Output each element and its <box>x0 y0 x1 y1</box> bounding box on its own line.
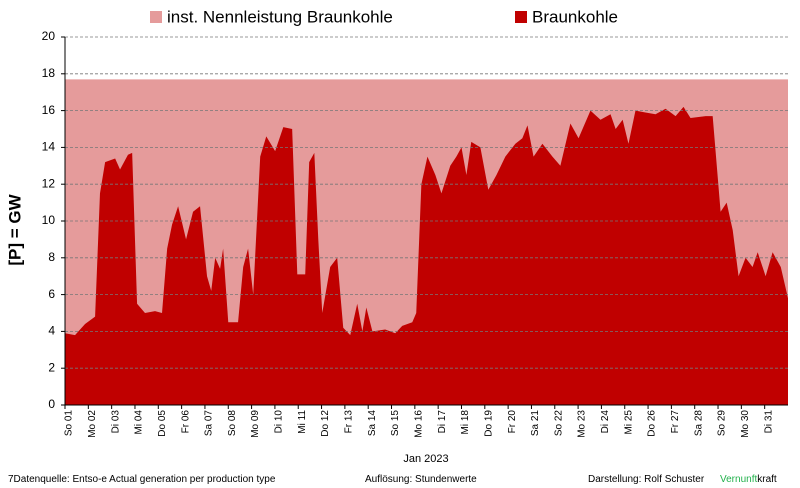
y-tick-label: 10 <box>42 213 56 227</box>
x-axis-title: Jan 2023 <box>403 453 448 465</box>
x-tick-label: Sa 21 <box>530 410 541 437</box>
x-tick-label: Fr 06 <box>180 410 191 434</box>
y-axis-title: [P] = GW <box>5 193 24 265</box>
y-tick-label: 0 <box>48 397 55 411</box>
x-tick-label: Mi 25 <box>623 410 634 435</box>
y-tick-label: 20 <box>42 29 56 43</box>
x-tick-label: Di 31 <box>763 410 774 434</box>
brand-green: Vernunft <box>720 474 757 485</box>
y-tick-label: 6 <box>48 287 55 301</box>
x-tick-label: Mi 11 <box>297 410 308 434</box>
x-tick-label: Fr 13 <box>344 410 355 434</box>
x-tick-label: So 22 <box>553 410 564 437</box>
x-tick-label: Do 26 <box>647 410 658 437</box>
legend-label: inst. Nennleistung Braunkohle <box>167 7 393 26</box>
y-tick-label: 14 <box>42 140 56 154</box>
x-tick-label: So 29 <box>717 410 728 437</box>
x-tick-label: Mo 09 <box>250 410 261 438</box>
footer-source: 7Datenquelle: Entso-e Actual generation … <box>8 474 276 485</box>
x-tick-label: Sa 28 <box>693 410 704 437</box>
y-tick-label: 4 <box>48 324 55 338</box>
x-tick-label: So 15 <box>390 410 401 437</box>
y-tick-label: 18 <box>42 66 56 80</box>
area <box>65 106 788 406</box>
x-tick-label: Sa 14 <box>367 410 378 437</box>
legend-label: Braunkohle <box>532 7 618 26</box>
x-tick-label: So 08 <box>227 410 238 437</box>
brand-black: kraft <box>757 474 777 485</box>
x-tick-label: Mi 04 <box>134 410 145 435</box>
y-tick-label: 12 <box>42 176 56 190</box>
x-tick-label: Di 17 <box>437 410 448 434</box>
x-tick-label: So 01 <box>64 410 75 437</box>
x-tick-label: Mo 02 <box>87 410 98 438</box>
x-tick-label: Mo 23 <box>577 410 588 438</box>
x-tick-label: Do 19 <box>483 410 494 437</box>
y-tick-label: 2 <box>48 360 55 374</box>
x-tick-label: Mi 18 <box>460 410 471 435</box>
y-tick-label: 16 <box>42 103 56 117</box>
legend-swatch <box>150 11 162 23</box>
x-tick-label: Fr 27 <box>670 410 681 434</box>
y-tick-label: 8 <box>48 250 55 264</box>
x-tick-label: Di 03 <box>110 410 121 434</box>
x-tick-label: Di 10 <box>274 410 285 434</box>
footer-brand: Vernunftkraft <box>720 474 777 485</box>
footer-author: Darstellung: Rolf Schuster <box>588 474 705 485</box>
x-tick-label: Mo 16 <box>413 410 424 438</box>
x-tick-label: Do 05 <box>157 410 168 437</box>
footer-resolution: Auflösung: Stundenwerte <box>365 474 477 485</box>
x-tick-label: Sa 07 <box>204 410 215 437</box>
x-tick-label: Fr 20 <box>507 410 518 434</box>
x-tick-label: Mo 30 <box>740 410 751 438</box>
x-tick-label: Do 12 <box>320 410 331 437</box>
legend-swatch <box>515 11 527 23</box>
x-tick-label: Di 24 <box>600 410 611 434</box>
